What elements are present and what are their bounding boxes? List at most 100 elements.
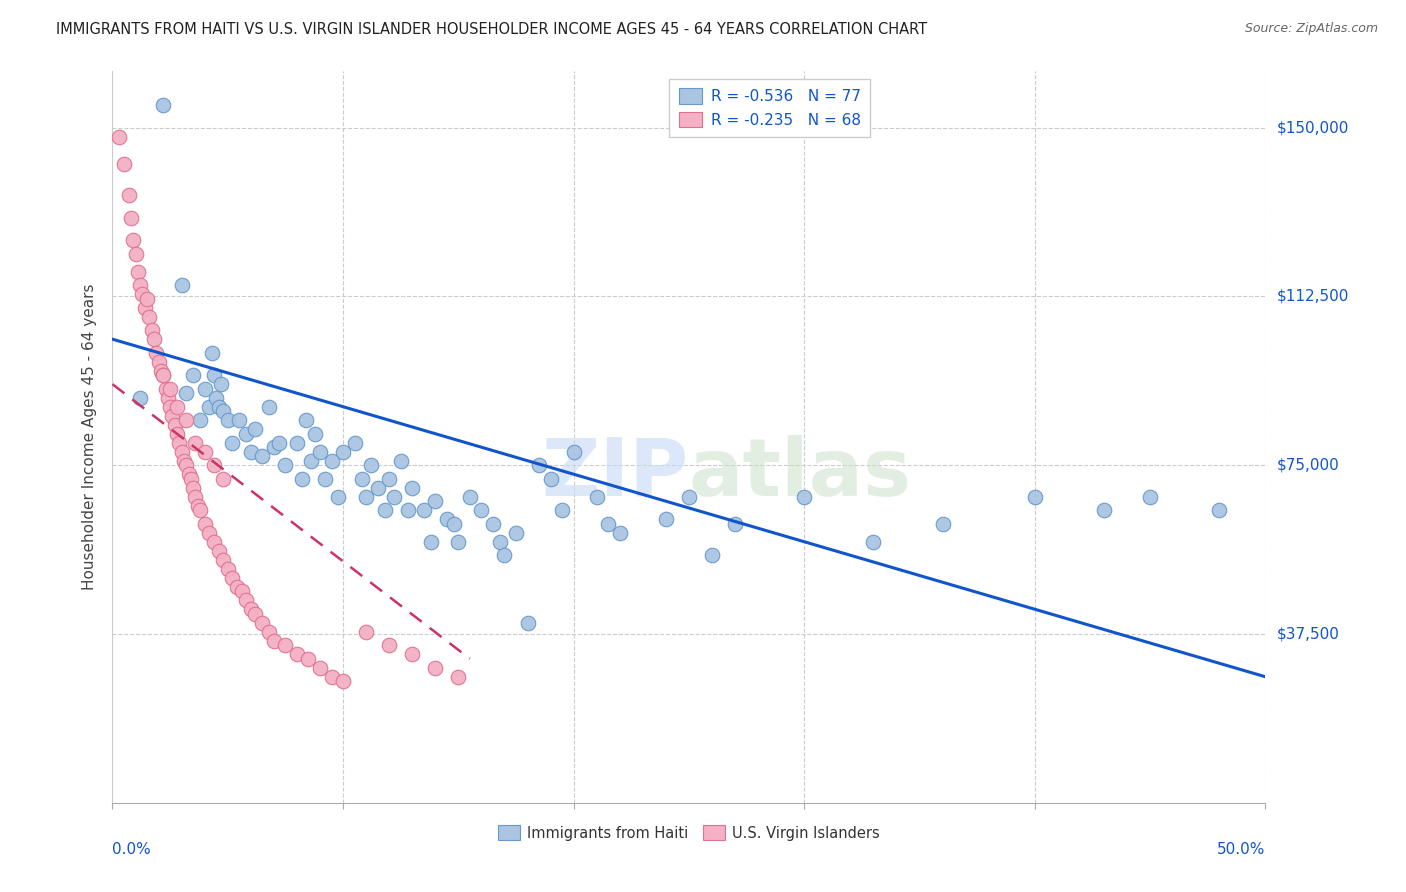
Point [328,490,350,504]
Point [447,670,470,684]
Point [108,129,131,144]
Point [443,516,465,531]
Point [202,534,225,549]
Text: atlas: atlas [689,434,912,513]
Point [436,512,458,526]
Point [159,382,181,396]
Point [207,543,229,558]
Point [285,647,308,661]
Point [169,435,191,450]
Point [700,548,723,562]
Point [198,525,221,540]
Point [263,633,285,648]
Point [419,534,441,549]
Point [447,534,470,549]
Point [259,400,281,414]
Point [425,661,447,675]
Point [174,458,197,473]
Point [458,490,481,504]
Point [609,525,631,540]
Point [112,156,135,170]
Point [412,503,434,517]
Point [162,409,184,423]
Point [332,674,354,689]
Point [180,472,202,486]
Point [540,472,562,486]
Point [131,287,153,301]
Text: 0.0%: 0.0% [112,842,152,856]
Point [374,503,396,517]
Point [202,458,225,473]
Point [332,444,354,458]
Point [155,382,177,396]
Point [143,332,166,346]
Point [129,391,152,405]
Point [378,472,401,486]
Point [1092,503,1115,517]
Point [212,404,235,418]
Point [152,368,174,383]
Point [181,368,204,383]
Point [343,435,366,450]
Point [173,453,195,467]
Point [551,503,574,517]
Point [129,278,152,293]
Point [212,553,235,567]
Point [252,615,274,630]
Point [562,444,585,458]
Point [174,386,197,401]
Point [382,490,405,504]
Point [931,516,953,531]
Point [122,233,145,247]
Point [217,562,239,576]
Point [235,426,257,441]
Point [263,440,285,454]
Point [401,647,423,661]
Legend: Immigrants from Haiti, U.S. Virgin Islanders: Immigrants from Haiti, U.S. Virgin Islan… [492,820,886,847]
Y-axis label: Householder Income Ages 45 - 64 years: Householder Income Ages 45 - 64 years [82,284,97,591]
Text: 50.0%: 50.0% [1218,842,1265,856]
Point [163,417,186,432]
Point [188,503,211,517]
Point [389,453,412,467]
Point [221,571,243,585]
Point [239,444,262,458]
Point [360,458,382,473]
Point [401,481,423,495]
Point [184,435,207,450]
Point [367,481,389,495]
Point [505,525,527,540]
Point [655,512,678,526]
Point [425,494,447,508]
Point [378,638,401,652]
Point [226,580,249,594]
Point [231,584,253,599]
Point [862,534,884,549]
Point [314,472,336,486]
Point [166,400,188,414]
Point [793,490,815,504]
Point [470,503,492,517]
Point [117,188,139,202]
Point [321,453,343,467]
Point [1024,490,1046,504]
Point [120,211,142,225]
Point [598,516,620,531]
Text: $112,500: $112,500 [1277,289,1348,304]
Point [678,490,700,504]
Point [245,422,267,436]
Point [299,453,322,467]
Point [212,472,235,486]
Point [194,444,217,458]
Point [181,481,204,495]
Point [354,490,377,504]
Point [141,323,163,337]
Point [724,516,747,531]
Point [527,458,550,473]
Point [156,391,179,405]
Point [138,310,160,324]
Point [1208,503,1230,517]
Point [174,413,197,427]
Point [396,503,419,517]
Point [309,444,332,458]
